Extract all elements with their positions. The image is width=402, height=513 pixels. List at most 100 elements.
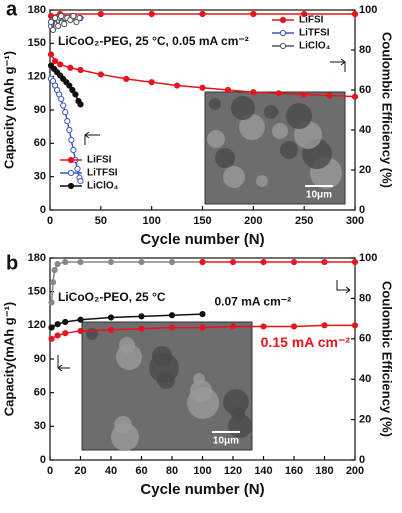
data-point <box>250 10 257 18</box>
data-point <box>168 312 176 319</box>
y2-tick-label: 0 <box>359 204 365 216</box>
sem-grain <box>152 346 172 366</box>
data-point <box>351 10 359 18</box>
data-point <box>77 66 84 74</box>
sem-grain <box>119 337 135 353</box>
x-tick-label: 0 <box>47 215 53 227</box>
y-axis-label: Capacity(mAh g⁻¹) <box>1 302 16 416</box>
data-point <box>64 118 71 125</box>
data-point <box>54 332 61 339</box>
data-point <box>326 92 333 99</box>
annotation: LiCoO₂-PEO, 25 °C <box>58 290 166 304</box>
series-label: 0.07 mA cm⁻² <box>215 294 292 308</box>
data-point <box>51 267 58 274</box>
y-tick-label: 180 <box>28 4 46 16</box>
y-tick-label: 150 <box>28 37 46 49</box>
data-point <box>74 165 81 172</box>
data-point <box>199 324 206 331</box>
sem-grain <box>256 175 268 187</box>
y2-axis-label: Coulombic Efficiency (%) <box>380 32 395 188</box>
legend-marker <box>67 156 75 164</box>
data-point <box>49 279 57 286</box>
sem-grain <box>264 105 278 119</box>
data-point <box>66 82 73 89</box>
y2-tick-label: 100 <box>359 252 377 264</box>
data-point <box>275 90 282 97</box>
data-point <box>77 101 84 108</box>
data-point <box>321 322 328 329</box>
scale-label: 10μm <box>306 190 332 201</box>
data-point <box>199 84 206 91</box>
x-axis-label: Cycle number (N) <box>140 481 264 498</box>
arrow <box>57 355 70 372</box>
x-axis-label: Cycle number (N) <box>140 231 264 248</box>
x-tick-label: 140 <box>254 465 272 477</box>
x-tick-label: 80 <box>166 465 178 477</box>
y2-tick-label: 20 <box>359 164 371 176</box>
y-tick-label: 30 <box>34 171 46 183</box>
y-tick-label: 60 <box>34 387 46 399</box>
data-point <box>148 10 155 18</box>
legend-label: LiClO₄ <box>299 41 331 52</box>
data-point <box>301 10 308 18</box>
data-point <box>67 16 74 24</box>
data-point <box>48 335 55 342</box>
data-point <box>48 324 55 331</box>
sem-grain <box>272 123 288 139</box>
data-point <box>290 258 298 266</box>
legend-label: LiTFSI <box>299 28 330 39</box>
y2-tick-label: 80 <box>359 292 371 304</box>
data-point <box>57 61 64 68</box>
series-line <box>50 261 203 303</box>
data-point <box>290 323 298 330</box>
sem-grain <box>286 103 312 129</box>
x-tick-label: 300 <box>346 215 364 227</box>
x-tick-label: 40 <box>105 465 117 477</box>
data-point <box>55 22 62 30</box>
y-tick-label: 0 <box>40 204 46 216</box>
data-point <box>260 323 267 330</box>
data-point <box>138 313 145 320</box>
data-point <box>97 10 104 18</box>
data-point <box>58 12 65 20</box>
x-tick-label: 0 <box>47 465 53 477</box>
y-tick-label: 0 <box>40 454 46 466</box>
x-tick-label: 180 <box>315 465 333 477</box>
x-tick-label: 100 <box>142 215 160 227</box>
arrow <box>330 58 346 72</box>
y2-tick-label: 0 <box>359 454 365 466</box>
x-tick-label: 50 <box>95 215 107 227</box>
x-tick-label: 60 <box>135 465 147 477</box>
x-tick-label: 200 <box>244 215 262 227</box>
legend-label: LiClO₄ <box>87 181 119 192</box>
legend-marker <box>67 182 75 190</box>
legend-label: LiFSI <box>87 155 112 166</box>
series-line <box>50 54 356 98</box>
data-point <box>168 258 176 266</box>
series-line <box>50 13 355 17</box>
data-point <box>199 258 206 266</box>
data-point <box>199 311 206 318</box>
legend-label: LiFSI <box>299 15 324 26</box>
data-point <box>68 136 75 144</box>
data-point <box>301 91 308 98</box>
data-point <box>229 323 237 330</box>
data-point <box>173 82 181 89</box>
panel-label: b <box>6 252 18 274</box>
sem-grain <box>193 373 205 385</box>
y2-tick-label: 100 <box>359 4 377 16</box>
data-point <box>97 71 104 78</box>
x-tick-label: 150 <box>193 215 211 227</box>
x-tick-label: 20 <box>74 465 86 477</box>
x-tick-label: 160 <box>285 465 303 477</box>
data-point <box>70 146 77 154</box>
y-tick-label: 150 <box>28 286 46 298</box>
y2-tick-label: 80 <box>359 44 371 56</box>
data-point <box>168 324 176 331</box>
data-point <box>67 64 74 71</box>
sem-grain <box>280 141 298 159</box>
data-point <box>321 258 328 266</box>
y2-tick-label: 60 <box>359 333 371 345</box>
sem-grain <box>114 416 132 434</box>
